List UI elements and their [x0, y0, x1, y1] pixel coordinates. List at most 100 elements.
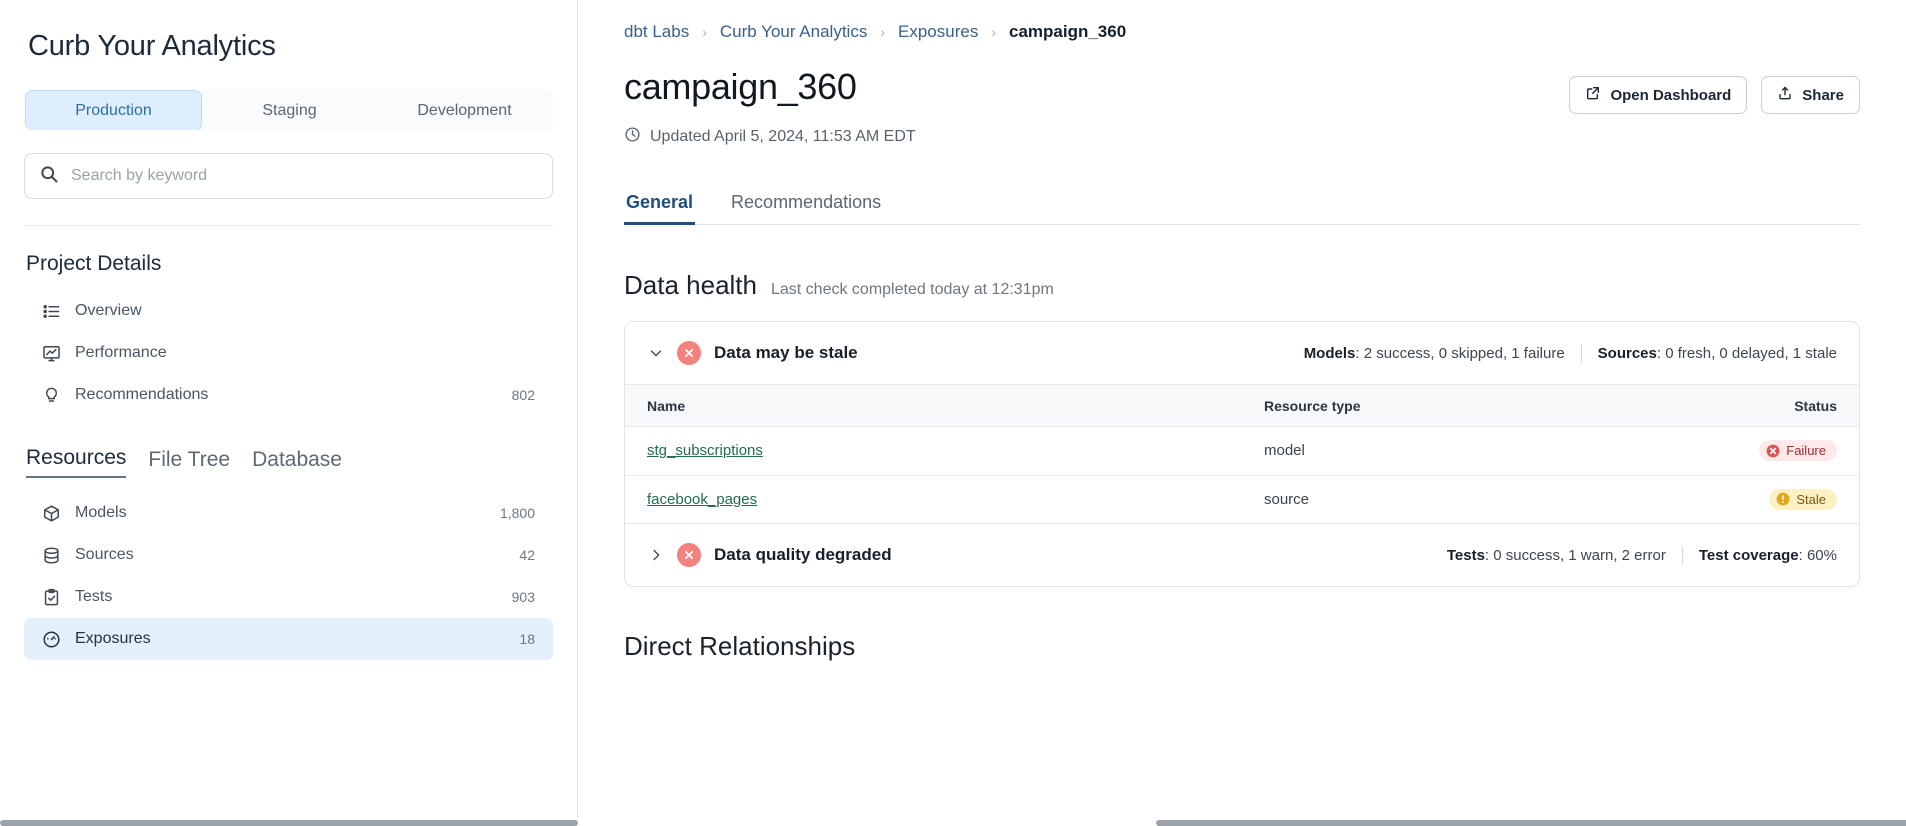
- open-dashboard-label: Open Dashboard: [1610, 86, 1732, 104]
- sidebar-horizontal-scrollbar[interactable]: [0, 818, 578, 826]
- search-box[interactable]: [24, 153, 553, 199]
- sidebar-item-label: Performance: [75, 344, 167, 361]
- database-icon: [42, 546, 61, 565]
- gauge-icon: [42, 630, 61, 649]
- breadcrumb-item-dbt-labs[interactable]: dbt Labs: [624, 22, 690, 41]
- sidebar-item-performance[interactable]: Performance: [24, 332, 553, 374]
- stat-models-value: 2 success, 0 skipped, 1 failure: [1363, 344, 1565, 362]
- status-badge: Stale: [1769, 488, 1837, 510]
- table-header-row: Name Resource type Status: [625, 384, 1859, 427]
- status-badge-label: Stale: [1796, 491, 1826, 507]
- cell-resource-type: model: [1242, 426, 1662, 476]
- project-details-heading: Project Details: [26, 252, 162, 275]
- page-actions: Open Dashboard Share: [1569, 66, 1860, 114]
- stat-sources-label: Sources: [1597, 344, 1657, 362]
- stat-divider: [1580, 343, 1582, 363]
- resource-link-stg-subscriptions[interactable]: stg_subscriptions: [647, 442, 763, 460]
- health-group-title: Data quality degraded: [714, 545, 892, 564]
- table-row: facebook_pages source Stale: [625, 475, 1859, 524]
- status-badge-label: Failure: [1786, 443, 1826, 458]
- stat-divider: [1681, 545, 1683, 565]
- cell-resource-type: source: [1242, 475, 1662, 524]
- column-header-status: Status: [1661, 384, 1859, 427]
- sidebar-item-models[interactable]: Models 1,800: [24, 492, 553, 534]
- health-group-data-quality-degraded[interactable]: Data quality degraded Tests: 0 success, …: [625, 524, 1859, 586]
- stat-sources-value: 0 fresh, 0 delayed, 1 stale: [1665, 344, 1837, 362]
- tab-general[interactable]: General: [624, 192, 696, 225]
- project-title: Curb Your Analytics: [28, 30, 276, 62]
- tab-recommendations[interactable]: Recommendations: [731, 192, 882, 212]
- share-upload-icon: [1777, 85, 1793, 105]
- sidebar-divider: [24, 225, 553, 226]
- sidebar-item-exposures[interactable]: Exposures 18: [24, 618, 553, 660]
- breadcrumb: dbt Labs › Curb Your Analytics › Exposur…: [624, 0, 1860, 42]
- error-circle-icon: [677, 543, 701, 567]
- external-link-icon: [1585, 85, 1601, 105]
- env-tab-development[interactable]: Development: [417, 102, 512, 119]
- column-header-name: Name: [625, 384, 1242, 427]
- table-head: Name Resource type Status: [625, 384, 1859, 427]
- error-circle-icon: [1766, 444, 1780, 458]
- breadcrumb-item-project[interactable]: Curb Your Analytics: [719, 22, 868, 41]
- page-header: campaign_360 Updated April 5, 2024, 11:5…: [624, 66, 1860, 148]
- main-horizontal-scrollbar[interactable]: [1156, 818, 1906, 826]
- environment-tab-group: Production Staging Development: [24, 89, 553, 131]
- breadcrumb-separator-icon: ›: [880, 24, 885, 40]
- stat-test-coverage-label: Test coverage: [1698, 546, 1799, 564]
- sidebar-item-label: Exposures: [75, 630, 151, 647]
- breadcrumb-item-current: campaign_360: [1009, 22, 1127, 41]
- warning-circle-icon: [1776, 492, 1790, 506]
- sidebar-item-sources[interactable]: Sources 42: [24, 534, 553, 576]
- chevron-right-icon[interactable]: [647, 546, 665, 564]
- tab-resources[interactable]: Resources: [26, 446, 127, 478]
- env-tab-staging[interactable]: Staging: [262, 102, 317, 119]
- health-group-stats: Models: 2 success, 0 skipped, 1 failure …: [1303, 343, 1837, 363]
- search-input[interactable]: [71, 167, 538, 185]
- resources-nav: Models 1,800 Sources 42: [24, 492, 553, 660]
- tab-database[interactable]: Database: [252, 448, 342, 471]
- open-dashboard-button[interactable]: Open Dashboard: [1569, 76, 1748, 114]
- env-tab-production[interactable]: Production: [25, 90, 202, 130]
- sidebar-item-recommendations[interactable]: Recommendations 802: [24, 374, 553, 416]
- lightbulb-icon: [42, 386, 61, 405]
- health-group-title: Data may be stale: [714, 343, 858, 362]
- list-icon: [42, 302, 61, 321]
- tab-file-tree[interactable]: File Tree: [148, 448, 231, 471]
- sidebar-item-tests[interactable]: Tests 903: [24, 576, 553, 618]
- status-badge: Failure: [1759, 440, 1837, 461]
- data-health-header: Data health Last check completed today a…: [624, 270, 1860, 301]
- updated-text: Updated April 5, 2024, 11:53 AM EDT: [650, 128, 916, 145]
- sidebar-item-count: 903: [511, 589, 535, 605]
- stat-tests: Tests: 0 success, 1 warn, 2 error: [1446, 546, 1666, 564]
- health-group-stats: Tests: 0 success, 1 warn, 2 error Test c…: [1446, 545, 1837, 565]
- resource-link-facebook-pages[interactable]: facebook_pages: [647, 490, 758, 508]
- sidebar-item-overview[interactable]: Overview: [24, 290, 553, 332]
- breadcrumb-separator-icon: ›: [702, 24, 707, 40]
- share-label: Share: [1802, 86, 1844, 104]
- table-body: stg_subscriptions model Failure: [625, 426, 1859, 524]
- stat-tests-value: 0 success, 1 warn, 2 error: [1493, 546, 1666, 564]
- stat-test-coverage: Test coverage: 60%: [1698, 546, 1837, 564]
- table-row: stg_subscriptions model Failure: [625, 426, 1859, 476]
- sidebar-item-count: 42: [519, 547, 535, 563]
- clipboard-check-icon: [42, 588, 61, 607]
- sidebar: Curb Your Analytics Production Staging D…: [0, 0, 578, 826]
- chevron-down-icon[interactable]: [647, 344, 665, 362]
- share-button[interactable]: Share: [1761, 76, 1860, 114]
- sidebar-item-count: 802: [511, 387, 535, 403]
- error-circle-icon: [677, 341, 701, 365]
- health-group-data-may-be-stale[interactable]: Data may be stale Models: 2 success, 0 s…: [625, 322, 1859, 384]
- stat-tests-label: Tests: [1446, 546, 1485, 564]
- monitor-chart-icon: [42, 344, 61, 363]
- content-tab-group: General Recommendations: [624, 192, 1860, 225]
- sidebar-item-label: Recommendations: [75, 386, 209, 403]
- resource-tab-group: Resources File Tree Database: [24, 416, 553, 478]
- stat-test-coverage-value: 60%: [1806, 546, 1837, 564]
- column-header-resource-type: Resource type: [1242, 384, 1662, 427]
- sidebar-item-label: Overview: [75, 302, 142, 319]
- stat-models-label: Models: [1303, 344, 1356, 362]
- cube-icon: [42, 504, 61, 523]
- direct-relationships-title: Direct Relationships: [624, 631, 856, 661]
- breadcrumb-item-exposures[interactable]: Exposures: [898, 22, 979, 41]
